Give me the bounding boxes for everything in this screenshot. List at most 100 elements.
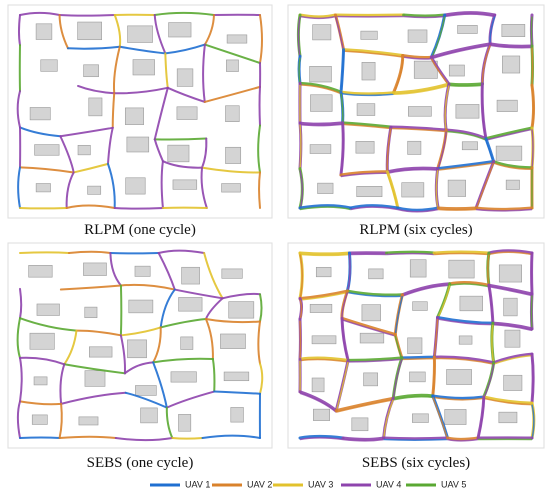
obstacle <box>448 64 465 77</box>
obstacle <box>447 179 466 197</box>
uav-path <box>402 284 450 297</box>
uav-path <box>402 56 432 60</box>
uav-path <box>334 396 395 413</box>
uav-path <box>19 166 75 174</box>
uav-path <box>106 162 116 209</box>
uav-path <box>159 318 207 329</box>
obstacle <box>498 411 518 424</box>
uav-path <box>298 81 343 94</box>
uav-path <box>341 436 386 441</box>
obstacle <box>356 186 383 198</box>
uav-path <box>59 284 122 291</box>
uav-path <box>481 45 491 86</box>
uav-path <box>159 288 176 329</box>
uav-path <box>19 126 62 138</box>
uav-path <box>449 283 490 288</box>
uav-path <box>531 47 534 87</box>
uav-path <box>339 90 396 96</box>
obstacle <box>127 25 153 43</box>
uav-path <box>204 318 214 360</box>
uav-path <box>299 123 343 127</box>
uav-path <box>491 321 534 331</box>
uav-path <box>334 16 345 52</box>
uav-path <box>259 362 264 395</box>
uav-path <box>113 14 122 48</box>
uav-path <box>106 126 114 165</box>
obstacle <box>313 408 330 421</box>
uav-path <box>493 354 533 365</box>
uav-path <box>164 52 169 89</box>
uav-path <box>341 319 349 363</box>
uav-path <box>201 137 208 169</box>
uav-path <box>531 86 535 130</box>
uav-path <box>397 208 439 213</box>
uav-path <box>60 391 127 405</box>
obstacle <box>77 21 102 41</box>
obstacle <box>29 332 55 350</box>
uav-path <box>336 399 394 413</box>
uav-path <box>213 390 261 395</box>
obstacle <box>496 99 518 112</box>
obstacle <box>407 140 422 155</box>
uav-path <box>386 128 392 174</box>
obstacle <box>498 264 522 283</box>
uav-path <box>258 171 261 209</box>
obstacle <box>77 144 91 156</box>
uav-path <box>17 14 21 47</box>
uav-path <box>530 16 533 48</box>
obstacle <box>309 144 332 154</box>
uav-path <box>339 170 389 177</box>
uav-path <box>58 14 116 17</box>
obstacle <box>180 336 194 350</box>
uav-path <box>387 168 438 174</box>
uav-path <box>385 250 436 255</box>
uav-path <box>448 281 491 287</box>
obstacle <box>458 335 473 345</box>
panel-caption: RLPM (six cycles) <box>359 222 472 238</box>
uav-path <box>63 329 78 366</box>
obstacle <box>124 107 144 125</box>
uav-path <box>492 352 534 365</box>
uav-path <box>437 318 493 326</box>
obstacle <box>221 183 241 193</box>
uav-path <box>475 162 495 210</box>
uav-path <box>114 437 174 442</box>
uav-path <box>396 206 440 212</box>
uav-path <box>389 125 448 132</box>
uav-path <box>19 356 66 366</box>
uav-path <box>19 356 23 403</box>
uav-path <box>434 357 494 365</box>
obstacle <box>223 371 250 382</box>
uav-path <box>477 398 485 440</box>
uav-path <box>299 15 336 20</box>
obstacle <box>225 105 240 122</box>
legend-label: UAV 1 <box>185 479 210 489</box>
uav-path <box>257 320 261 365</box>
uav-path <box>493 162 533 171</box>
panel-caption: RLPM (one cycle) <box>84 222 196 238</box>
obstacle <box>230 407 244 423</box>
uav-path <box>436 206 478 211</box>
obstacle <box>134 265 151 277</box>
uav-path <box>19 251 70 254</box>
uav-path <box>345 289 404 297</box>
uav-path <box>436 315 495 325</box>
uav-path <box>65 204 116 209</box>
uav-path <box>203 85 261 103</box>
uav-path <box>401 54 433 60</box>
uav-path <box>299 437 344 441</box>
uav-path <box>342 48 405 58</box>
obstacle <box>34 144 60 156</box>
obstacle <box>226 34 248 44</box>
uav-path <box>124 391 168 409</box>
obstacle <box>31 414 48 425</box>
uav-path <box>340 124 344 177</box>
obstacle <box>461 141 478 151</box>
uav-path <box>392 82 451 95</box>
uav-path <box>492 323 533 332</box>
uav-path <box>444 85 450 132</box>
uav-path <box>392 359 403 400</box>
obstacle <box>220 333 246 349</box>
uav-path <box>350 206 398 211</box>
uav-path <box>203 14 215 46</box>
